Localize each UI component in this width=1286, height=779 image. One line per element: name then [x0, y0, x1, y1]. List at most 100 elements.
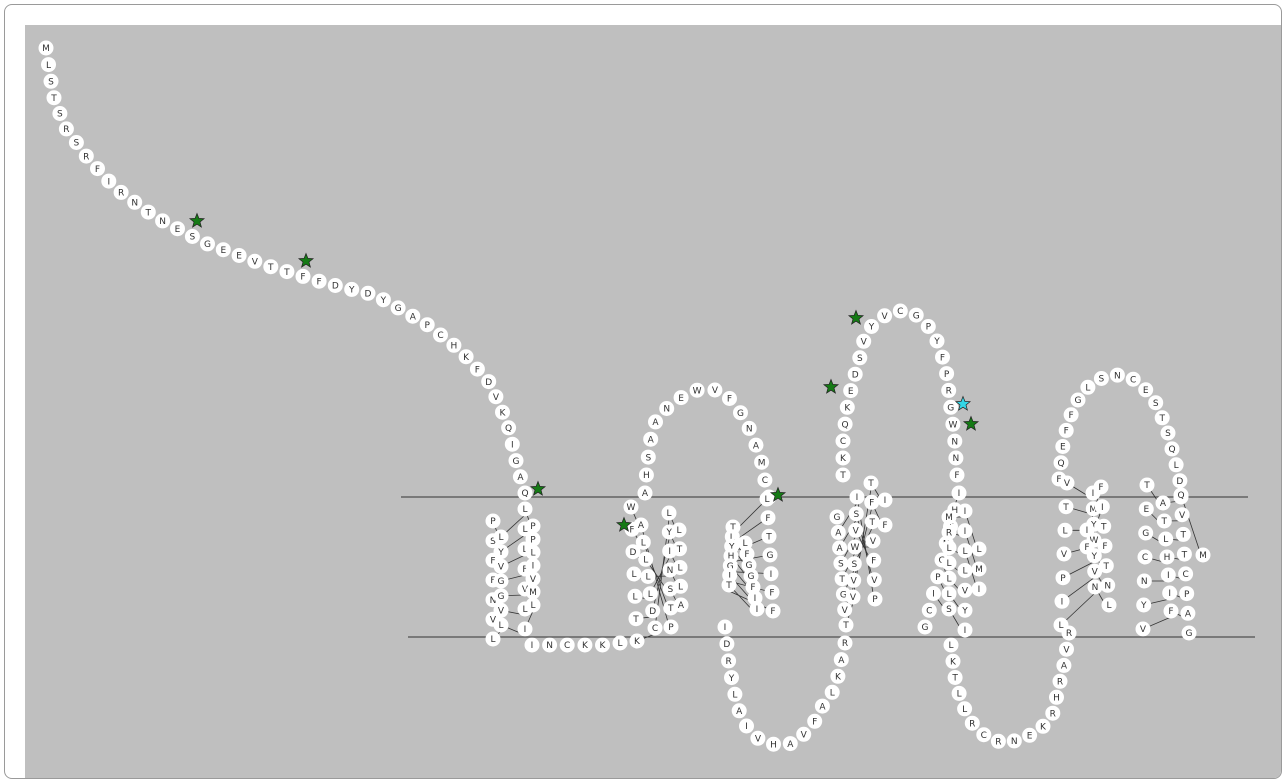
residue-circle — [807, 713, 823, 729]
residue-circle — [866, 552, 882, 568]
residue-circle — [764, 584, 780, 600]
residue-letter: S — [1165, 429, 1171, 439]
residue-circle — [721, 653, 737, 669]
tm2-residue: K — [629, 633, 645, 649]
residue-letter: L — [1163, 535, 1168, 545]
residue-circle — [719, 636, 735, 652]
ecl3-residue: T — [1154, 410, 1170, 426]
tm6-residue: P — [1055, 570, 1071, 586]
n_terminus-residue: R — [78, 148, 94, 164]
residue-circle — [833, 652, 849, 668]
residue-circle — [661, 505, 677, 521]
residue-letter: L — [962, 547, 967, 557]
residue-letter: L — [643, 556, 648, 566]
residue-letter: K — [463, 353, 470, 363]
tm2-residue: A — [673, 597, 689, 613]
residue-circle — [1057, 522, 1073, 538]
residue-letter: R — [118, 189, 124, 199]
green-star-marker — [847, 309, 865, 325]
n_terminus-residue: D — [327, 278, 343, 293]
residue-circle — [41, 57, 56, 73]
ecl2-residue: K — [839, 399, 855, 415]
tm4-residue: F — [864, 494, 880, 510]
residue-letter: L — [1174, 461, 1179, 471]
residue-letter: K — [1040, 723, 1047, 733]
residue-circle — [957, 602, 973, 618]
residue-circle — [1168, 457, 1184, 473]
residue-letter: F — [1069, 411, 1074, 421]
ecl2-residue: Q — [837, 416, 853, 432]
residue-letter: F — [475, 365, 480, 375]
residue-letter: I — [1167, 571, 1170, 581]
tm2-residue: T — [628, 611, 644, 627]
residue-circle — [525, 584, 541, 600]
residue-letter: W — [693, 386, 702, 396]
tm7-residue: T — [1156, 513, 1172, 529]
n_terminus-residue: T — [140, 204, 156, 220]
residue-letter: L — [645, 573, 650, 583]
residue-letter: I — [1168, 589, 1171, 599]
residue-letter: Y — [1140, 601, 1147, 611]
residue-letter: L — [530, 601, 535, 611]
tm6-residue: F — [1079, 539, 1095, 555]
residue-letter: D — [1176, 477, 1183, 487]
icl2-residue: A — [833, 652, 849, 668]
ecl1-residue: W — [689, 382, 705, 398]
tm5-residue: Y — [957, 602, 973, 618]
icl2-residue: A — [814, 698, 830, 714]
ecl1-residue: H — [638, 467, 654, 483]
icl3-residue: K — [945, 653, 961, 669]
residue-letter: F — [1168, 607, 1173, 617]
helix-link — [1060, 592, 1096, 626]
residue-circle — [864, 514, 880, 530]
residue-letter: Y — [933, 337, 940, 347]
icl3-residue: L — [957, 701, 973, 717]
residue-letter: V — [870, 537, 877, 547]
residue-circle — [867, 591, 883, 607]
n_terminus-residue: E — [231, 248, 247, 263]
residue-letter: E — [1143, 386, 1149, 396]
residue-circle — [766, 736, 781, 752]
residue-circle — [1056, 546, 1072, 562]
residue-letter: Y — [1091, 552, 1098, 562]
residue-letter: H — [1164, 553, 1171, 563]
residue-circle — [1053, 617, 1069, 633]
residue-letter: V — [853, 527, 860, 537]
tm4-residue: I — [877, 492, 893, 508]
residue-letter: V — [498, 607, 505, 617]
residue-letter: S — [838, 560, 844, 570]
tm3-residue: F — [765, 603, 781, 619]
residue-letter: G — [1142, 529, 1149, 539]
residue-circle — [877, 308, 893, 324]
residue-circle — [957, 622, 973, 638]
tm5-residue: S — [941, 601, 957, 617]
residue-circle — [864, 319, 879, 334]
residue-letter: S — [490, 537, 496, 547]
residue-circle — [170, 221, 185, 237]
residue-circle — [638, 551, 654, 567]
residue-circle — [863, 475, 879, 491]
residue-letter: S — [946, 605, 952, 615]
residue-circle — [68, 135, 84, 150]
residue-letter: L — [976, 545, 981, 555]
residue-letter: C — [1142, 553, 1148, 563]
residue-letter: H — [770, 740, 777, 750]
ecl3-residue: F — [1058, 422, 1074, 438]
tm2-residue: P — [663, 619, 679, 635]
residue-letter: V — [522, 585, 529, 595]
n_terminus-residue: S — [68, 135, 84, 150]
residue-circle — [921, 602, 937, 618]
ecl3-residue: Q — [1164, 441, 1180, 457]
tm6-residue: T — [1058, 499, 1074, 515]
tm7-residue: Q — [1173, 487, 1189, 503]
ecl2-residue: E — [843, 383, 859, 399]
residue-circle — [633, 517, 649, 533]
tm5-residue: I — [957, 622, 973, 638]
tm4-residue: V — [837, 602, 853, 618]
residue-circle — [628, 611, 644, 627]
residue-letter: A — [1185, 610, 1192, 620]
residue-letter: V — [498, 563, 505, 573]
residue-letter: I — [1092, 489, 1095, 499]
residue-letter: N — [490, 596, 497, 606]
